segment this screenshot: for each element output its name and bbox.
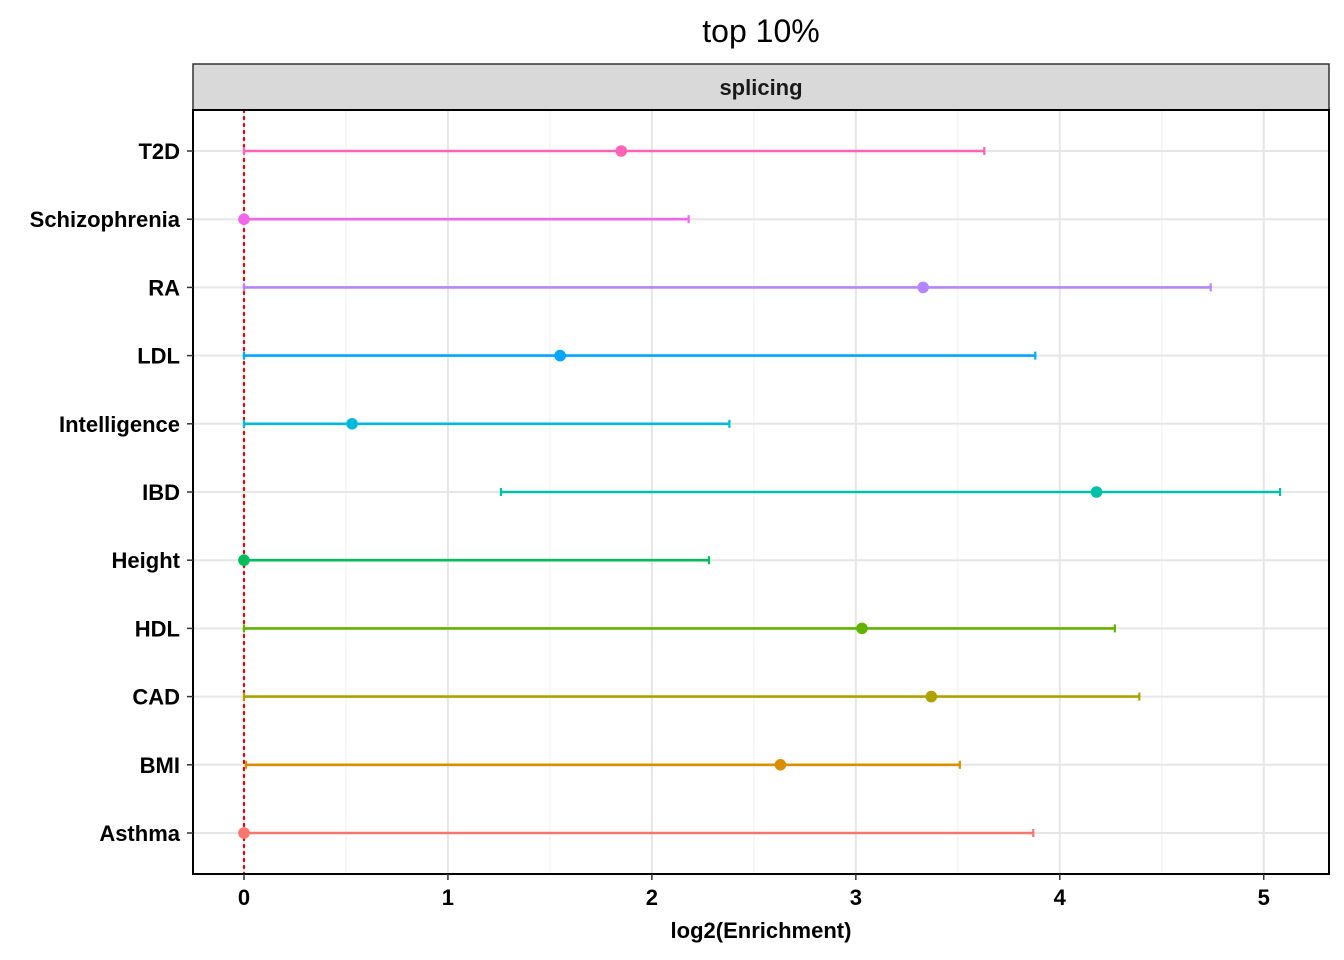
errorbar-schizophrenia [238, 213, 690, 225]
errorbar-t2d [242, 145, 986, 157]
x-tick-label: 4 [1054, 885, 1067, 910]
errorbar-asthma [238, 827, 1035, 839]
y-tick-label: Height [112, 548, 181, 573]
errorbar-ibd [499, 486, 1282, 498]
point-estimate [554, 349, 566, 362]
point-estimate [238, 554, 250, 566]
errorbar-hdl [242, 622, 1116, 635]
errorbar-bmi [244, 759, 961, 771]
y-tick-label: IBD [142, 480, 180, 505]
y-tick-label: RA [148, 275, 180, 300]
y-tick-label: HDL [135, 616, 180, 641]
y-tick-label: Asthma [99, 821, 180, 846]
errorbar-height [238, 554, 711, 566]
y-tick-label: BMI [140, 753, 180, 778]
facet-strip-label: splicing [719, 75, 802, 100]
x-axis-ticks: 0 1 2 3 4 5 [238, 874, 1270, 910]
errorbar-cad [242, 690, 1141, 703]
point-estimate [925, 690, 938, 703]
error-bars [238, 145, 1282, 839]
errorbar-ra [242, 281, 1212, 294]
x-tick-label: 1 [442, 885, 454, 910]
point-estimate [917, 281, 929, 294]
point-estimate [238, 213, 250, 225]
y-tick-label: T2D [138, 139, 180, 164]
point-estimate [856, 622, 868, 635]
y-tick-label: Schizophrenia [30, 207, 181, 232]
y-axis-ticks: Asthma BMI CAD HDL Height IBD Intelligence LDL R… [30, 139, 193, 846]
x-axis-label: log2(Enrichment) [671, 918, 852, 943]
errorbar-intelligence [242, 418, 731, 430]
x-tick-label: 0 [238, 885, 250, 910]
x-tick-label: 2 [646, 885, 658, 910]
errorbar-ldl [242, 349, 1037, 362]
point-estimate [774, 759, 787, 771]
point-estimate [346, 418, 358, 430]
facet-strip [192, 63, 1330, 111]
point-estimate [615, 145, 628, 157]
chart-title: top 10% [702, 13, 819, 49]
x-tick-label: 5 [1258, 885, 1270, 910]
x-tick-label: 3 [850, 885, 862, 910]
y-tick-label: Intelligence [59, 412, 180, 437]
point-estimate [1090, 486, 1103, 498]
y-tick-label: LDL [137, 344, 180, 369]
y-tick-label: CAD [132, 685, 180, 710]
point-estimate [238, 827, 250, 839]
